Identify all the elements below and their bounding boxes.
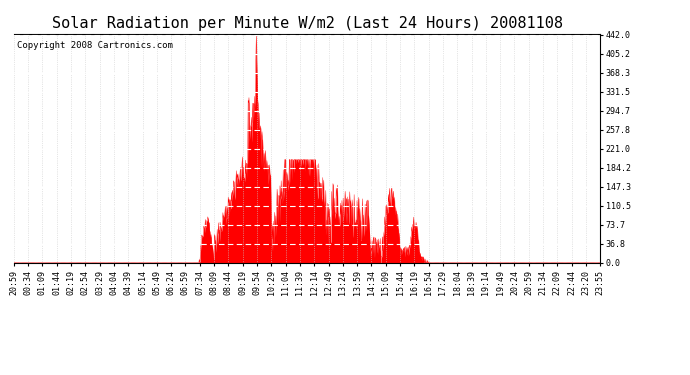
Text: Copyright 2008 Cartronics.com: Copyright 2008 Cartronics.com xyxy=(17,40,172,50)
Title: Solar Radiation per Minute W/m2 (Last 24 Hours) 20081108: Solar Radiation per Minute W/m2 (Last 24… xyxy=(52,16,562,31)
